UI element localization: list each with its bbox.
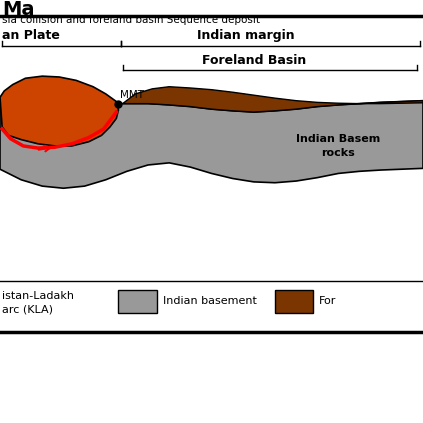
- Text: Foreland Basin: Foreland Basin: [202, 54, 306, 66]
- Text: For: For: [319, 297, 337, 306]
- Polygon shape: [0, 76, 118, 146]
- Text: Ma: Ma: [2, 0, 35, 19]
- Text: Indian margin: Indian margin: [197, 30, 294, 42]
- Polygon shape: [0, 97, 423, 188]
- Text: sia collision and foreland basin Sequence deposit: sia collision and foreland basin Sequenc…: [2, 15, 260, 25]
- Text: MMT: MMT: [120, 90, 144, 100]
- Text: Indian basement: Indian basement: [163, 297, 257, 306]
- Text: an Plate: an Plate: [2, 30, 60, 42]
- Text: Indian Basem
rocks: Indian Basem rocks: [296, 135, 381, 157]
- Bar: [275, 290, 313, 313]
- Polygon shape: [123, 87, 423, 112]
- Text: istan-Ladakh
arc (KLA): istan-Ladakh arc (KLA): [2, 291, 74, 314]
- Bar: [118, 290, 157, 313]
